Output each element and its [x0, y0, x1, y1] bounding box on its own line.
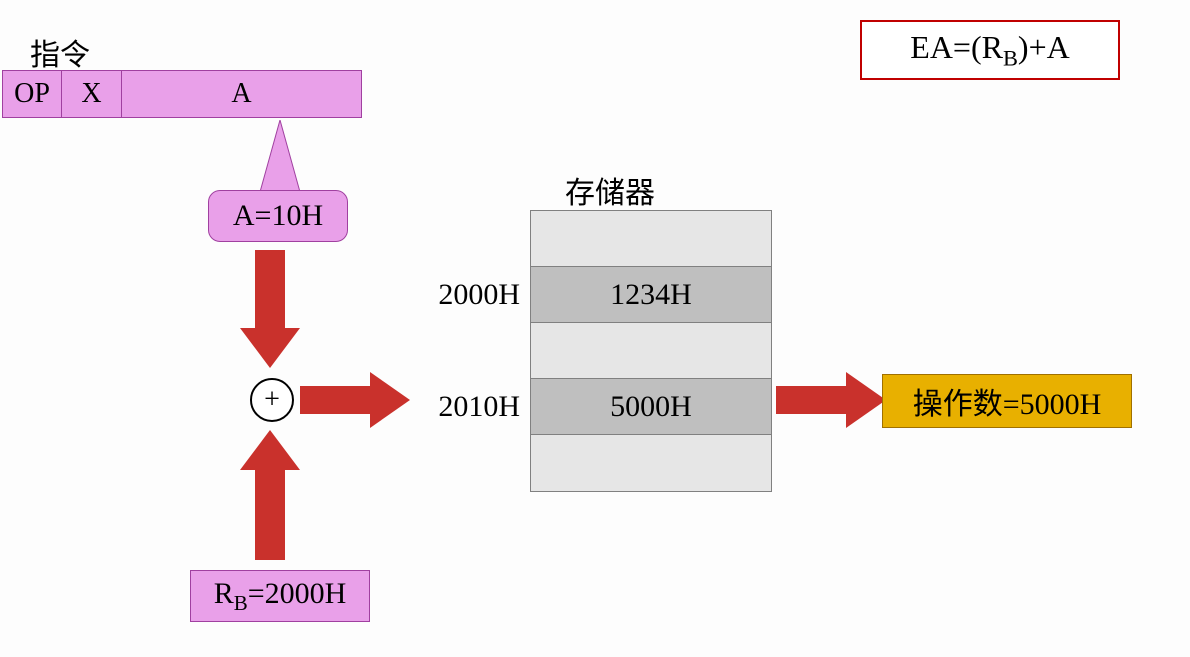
formula-box: EA=(RB)+A [860, 20, 1120, 80]
callout-pointer [255, 120, 305, 195]
instruction-title: 指令 [30, 30, 90, 74]
memory-addr-2010: 2010H [420, 390, 520, 424]
memory-row-4 [531, 435, 771, 491]
arrow-rb-to-plus [240, 430, 300, 560]
instruction-cell-a: A [122, 70, 362, 118]
memory-title: 存储器 [565, 168, 655, 212]
memory-row-1: 1234H [531, 267, 771, 323]
memory-table: 1234H 5000H [530, 210, 772, 492]
instruction-row: OP X A [2, 70, 362, 118]
instruction-cell-op: OP [2, 70, 62, 118]
memory-row-3: 5000H [531, 379, 771, 435]
base-register-box: RB=2000H [190, 570, 370, 622]
memory-row-0 [531, 211, 771, 267]
memory-row-2 [531, 323, 771, 379]
arrow-plus-to-mem [300, 372, 410, 428]
instruction-cell-x: X [62, 70, 122, 118]
memory-addr-2000: 2000H [420, 278, 520, 312]
callout-a-box: A=10H [208, 190, 348, 242]
arrow-mem-to-result [776, 372, 886, 428]
plus-circle: + [250, 378, 294, 422]
arrow-a-to-plus [240, 250, 300, 370]
formula-text: EA=(RB)+A [910, 29, 1069, 71]
result-box: 操作数=5000H [882, 374, 1132, 428]
base-register-text: RB=2000H [214, 577, 347, 616]
